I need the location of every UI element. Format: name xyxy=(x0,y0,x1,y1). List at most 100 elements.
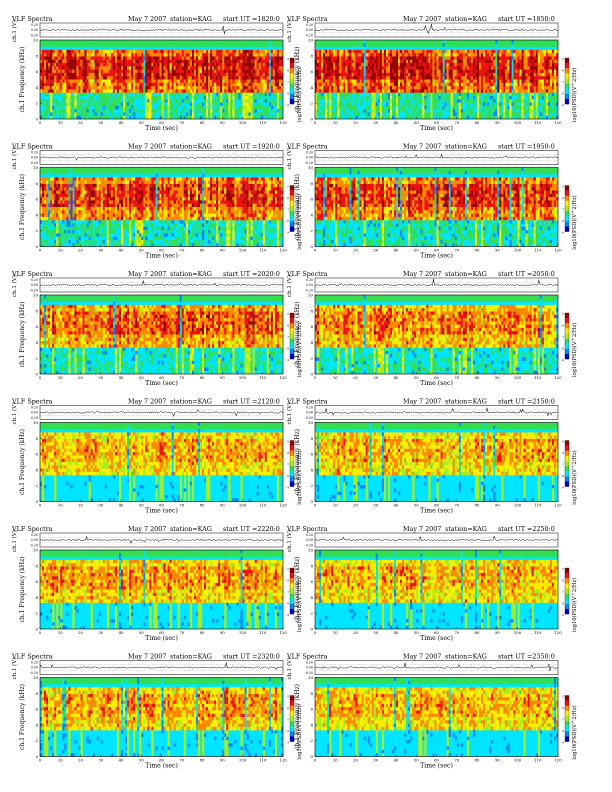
spectrogram-cell xyxy=(370,40,372,43)
spectrogram-cell xyxy=(210,116,212,119)
spectrogram-cell xyxy=(226,56,228,59)
spectrogram-cell xyxy=(552,53,554,56)
spectrogram-cell xyxy=(410,76,412,79)
spectrogram-cell xyxy=(247,116,249,119)
spectrogram-cell xyxy=(386,106,388,109)
spectrogram-cell xyxy=(522,66,524,69)
spectrogram-cell xyxy=(532,70,534,73)
spectrogram-cell xyxy=(477,89,479,92)
spectrogram-cell xyxy=(378,116,380,119)
spectrogram-cell xyxy=(544,70,546,73)
spectrogram-cell xyxy=(91,89,93,92)
spectrogram-cell xyxy=(99,53,101,56)
spectrogram-cell xyxy=(412,70,414,73)
spectrogram-cell xyxy=(259,50,261,53)
spectrogram-cell xyxy=(445,40,447,43)
spectrogram-cell xyxy=(538,96,540,99)
spectrogram-cell xyxy=(388,60,390,63)
spectrogram-cell xyxy=(554,83,556,86)
spectrogram-cell xyxy=(382,63,384,66)
spectrogram-cell xyxy=(64,83,66,86)
spectrogram-cell xyxy=(465,109,467,112)
spectrogram-cell xyxy=(133,83,135,86)
spectrogram-cell xyxy=(520,70,522,73)
spectrogram-cell xyxy=(347,53,349,56)
spectrogram-cell xyxy=(507,116,509,119)
spectrogram-cell xyxy=(534,66,536,69)
spectrogram-cell xyxy=(424,89,426,92)
spectrogram-cell xyxy=(240,109,242,112)
spectrogram-cell xyxy=(194,76,196,79)
spectrogram-cell xyxy=(329,63,331,66)
spectrogram-cell xyxy=(497,89,499,92)
spectrogram-cell xyxy=(174,76,176,79)
spectrogram-cell xyxy=(87,43,89,46)
spectrogram-cell xyxy=(95,73,97,76)
spectrogram-cell xyxy=(501,80,503,83)
spectrogram-cell xyxy=(384,112,386,115)
spectrogram-cell xyxy=(534,103,536,106)
spectrogram-cell xyxy=(99,70,101,73)
spectrogram-cell xyxy=(85,116,87,119)
spectrogram-cell xyxy=(550,96,552,99)
spectrogram-cell xyxy=(372,116,374,119)
spectrogram-cell xyxy=(463,70,465,73)
spectrogram-cell xyxy=(412,89,414,92)
spectrogram-cell xyxy=(271,40,273,43)
spectrogram-cell xyxy=(550,60,552,63)
spectrogram-cell xyxy=(503,53,505,56)
spectrogram-cell xyxy=(434,63,436,66)
spectrogram-cell xyxy=(245,73,247,76)
spectrogram-cell xyxy=(378,40,380,43)
spectrogram-cell xyxy=(509,43,511,46)
spectrogram-cell xyxy=(323,83,325,86)
spectrogram-cell xyxy=(351,53,353,56)
spectrogram-cell xyxy=(513,43,515,46)
spectrogram-cell xyxy=(249,93,251,96)
spectrogram-cell xyxy=(418,53,420,56)
spectrogram-cell xyxy=(214,109,216,112)
spectrogram-cell xyxy=(214,63,216,66)
spectrogram-cell xyxy=(180,60,182,63)
spectrogram-cell xyxy=(105,53,107,56)
spectrogram-cell xyxy=(141,66,143,69)
spectrogram-cell xyxy=(129,43,131,46)
spectrogram-cell xyxy=(550,80,552,83)
spectrogram-cell xyxy=(532,93,534,96)
spectrogram-cell xyxy=(249,116,251,119)
spectrogram-cell xyxy=(168,99,170,102)
spectrogram-cell xyxy=(145,83,147,86)
spectrogram-cell xyxy=(64,96,66,99)
spectrogram-cell xyxy=(501,103,503,106)
spectrogram-cell xyxy=(117,43,119,46)
spectrogram-cell xyxy=(487,50,489,53)
spectrogram-cell xyxy=(40,40,42,43)
spectrogram-cell xyxy=(66,60,68,63)
spectrogram-cell xyxy=(501,96,503,99)
spectrogram-cell xyxy=(87,56,89,59)
spectrogram-cell xyxy=(550,83,552,86)
spectrogram-cell xyxy=(168,106,170,109)
spectrogram-cell xyxy=(277,93,279,96)
spectrogram-cell xyxy=(178,93,180,96)
spectrogram-cell xyxy=(50,112,52,115)
spectrogram-cell xyxy=(269,80,271,83)
spectrogram-cell xyxy=(321,116,323,119)
spectrogram-cell xyxy=(99,86,101,89)
spectrogram-cell xyxy=(135,43,137,46)
spectrogram-cell xyxy=(370,73,372,76)
spectrogram-cell xyxy=(487,73,489,76)
spectrogram-cell xyxy=(378,99,380,102)
spectrogram-cell xyxy=(469,96,471,99)
spectrogram-cell xyxy=(396,106,398,109)
spectrogram-cell xyxy=(139,56,141,59)
spectrogram-cell xyxy=(325,66,327,69)
spectrogram-cell xyxy=(214,73,216,76)
spectrogram-cell xyxy=(174,63,176,66)
spectrogram-cell xyxy=(554,66,556,69)
spectrogram-cell xyxy=(388,93,390,96)
spectrogram-cell xyxy=(422,99,424,102)
spectrogram-cell xyxy=(170,93,172,96)
spectrogram-cell xyxy=(212,73,214,76)
spectrogram-cell xyxy=(327,83,329,86)
